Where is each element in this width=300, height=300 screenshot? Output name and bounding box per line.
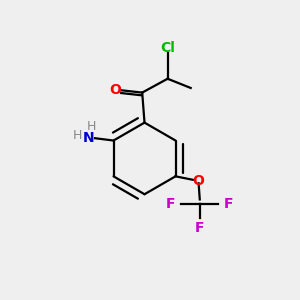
Text: O: O (110, 83, 122, 97)
Text: N: N (82, 131, 94, 145)
Text: H: H (73, 129, 82, 142)
Text: F: F (166, 197, 176, 211)
Text: Cl: Cl (160, 40, 175, 55)
Text: O: O (193, 174, 205, 188)
Text: H: H (87, 120, 96, 133)
Text: F: F (195, 221, 205, 235)
Text: F: F (224, 197, 233, 211)
